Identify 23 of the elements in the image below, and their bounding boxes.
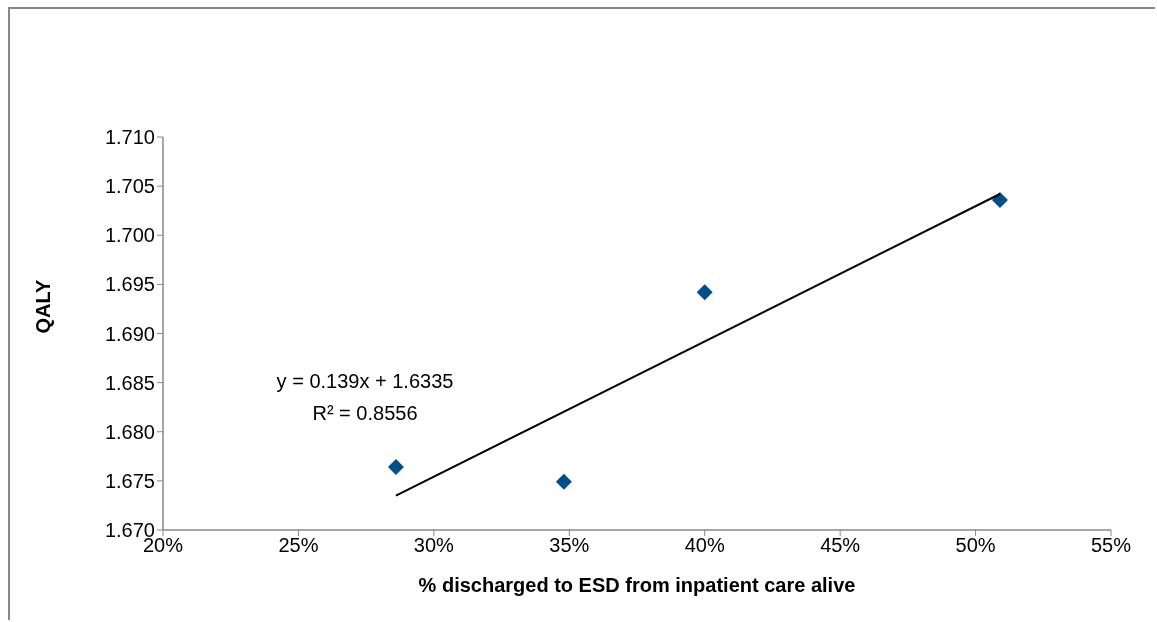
y-tick-label: 1.695 [104,273,155,296]
y-tick-label: 1.675 [104,469,155,492]
x-tick-label: 25% [278,534,319,557]
y-axis-title: QALY [32,279,55,334]
point [991,191,1008,208]
x-tick-label: 55% [1090,534,1132,557]
y-tick-label: 1.700 [104,224,155,247]
y-tick-label: 1.710 [104,126,155,149]
y-tick-label: 1.705 [104,175,155,198]
point [696,284,713,301]
y-tick-label: 1.690 [104,322,155,345]
x-axis-title: % discharged to ESD from inpatient care alive [418,574,856,596]
point [387,459,404,476]
point [555,473,572,490]
annotation: y = 0.139x + 1.6335 [275,370,455,393]
x-tick-label: 35% [549,534,590,557]
y-tick-label: 1.680 [104,420,155,443]
x-tick-label: 50% [955,534,996,557]
x-tick-label: 30% [413,534,455,557]
x-tick-label: 40% [684,534,725,557]
y-tick-label: 1.685 [104,371,155,394]
annotation: R² = 0.8556 [311,402,419,425]
x-tick-label: 45% [820,534,861,557]
